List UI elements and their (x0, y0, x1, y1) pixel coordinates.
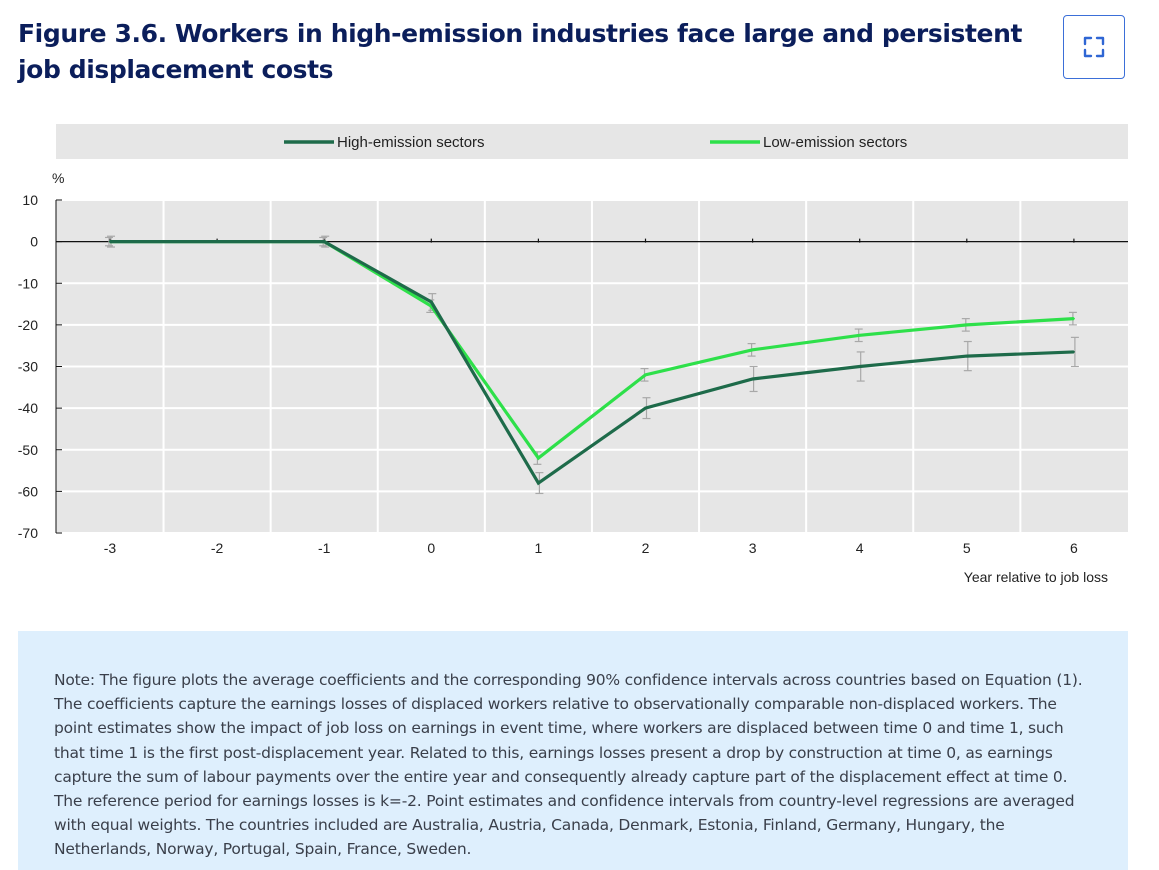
figure-title: Figure 3.6. Workers in high-emission ind… (18, 19, 1023, 84)
legend-item: High-emission sectors (284, 134, 485, 151)
x-tick-label: -1 (318, 540, 331, 556)
data-point (216, 240, 219, 243)
x-tick-label: 3 (749, 540, 757, 556)
y-tick-label: -70 (18, 525, 38, 541)
y-axis: 10 0 -10 -20 -30 -40 -50 -60 -70 (18, 192, 62, 541)
chart-container: High-emission sectors Low-emission sector… (0, 110, 1159, 600)
y-tick-label: -30 (18, 359, 38, 375)
legend-background (56, 124, 1128, 159)
y-tick-label: 0 (30, 234, 38, 250)
x-tick-label: 2 (642, 540, 650, 556)
data-point (1072, 350, 1075, 353)
figure-note: Note: The figure plots the average coeff… (18, 631, 1128, 870)
data-point (644, 407, 647, 410)
gridlines (56, 199, 1128, 534)
legend-item: Low-emission sectors (710, 134, 907, 151)
line-chart: High-emission sectors Low-emission sector… (18, 124, 1128, 585)
y-tick-label: -10 (18, 275, 38, 291)
x-tick-label: 1 (535, 540, 543, 556)
data-point (858, 334, 861, 337)
x-tick-label: 0 (427, 540, 435, 556)
y-tick-label: -60 (18, 483, 38, 499)
legend-label: Low-emission sectors (763, 134, 907, 151)
x-tick-label: 5 (963, 540, 971, 556)
y-tick-label: 10 (22, 192, 38, 208)
chart-legend: High-emission sectors Low-emission sector… (284, 134, 907, 151)
x-tick-label: -3 (104, 540, 117, 556)
expand-button[interactable] (1063, 15, 1125, 79)
series-line-high-emission (110, 240, 1074, 486)
data-point (858, 365, 861, 368)
data-point (109, 240, 111, 243)
data-point (1072, 317, 1075, 320)
data-point (537, 457, 540, 460)
x-tick-label: -2 (211, 540, 224, 556)
data-point (537, 482, 540, 485)
data-point (751, 348, 754, 351)
y-tick-label: -20 (18, 317, 38, 333)
y-tick-label: -50 (18, 442, 38, 458)
x-tick-label: 4 (856, 540, 864, 556)
data-point (965, 323, 968, 326)
data-series (109, 240, 1075, 486)
data-point (323, 240, 326, 243)
x-axis-label: Year relative to job loss (964, 569, 1108, 585)
x-tick-label: 6 (1070, 540, 1078, 556)
y-axis-label: % (52, 170, 64, 186)
expand-icon (1083, 36, 1105, 58)
data-point (751, 377, 754, 380)
data-point (965, 355, 968, 358)
data-point (644, 373, 647, 376)
data-point (430, 300, 433, 303)
y-tick-label: -40 (18, 400, 38, 416)
legend-label: High-emission sectors (337, 134, 485, 151)
